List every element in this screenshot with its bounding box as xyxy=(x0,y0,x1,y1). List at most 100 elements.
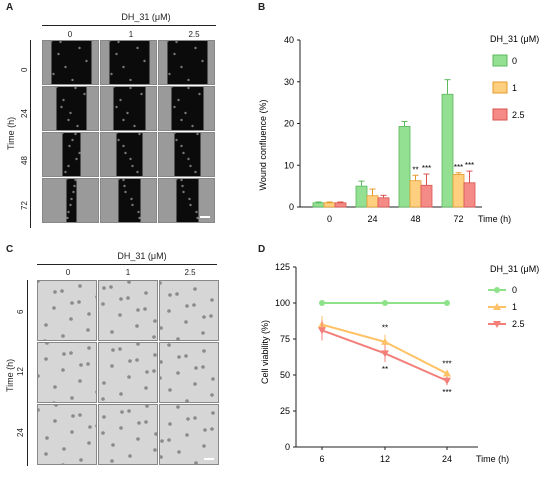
panel-b-bar xyxy=(312,202,325,208)
panel-b-bar xyxy=(377,197,390,208)
panel-d-ytick-label: 125 xyxy=(275,262,290,272)
panel-d-ytick-label: 25 xyxy=(280,406,290,416)
panel-c-letter: C xyxy=(6,244,14,255)
panel-b-ytick-label: 10 xyxy=(284,160,294,170)
panel-d-point xyxy=(443,369,451,377)
panel-a-col-1: 1 xyxy=(128,30,134,39)
panel-a-col-2: 2.5 xyxy=(188,30,200,39)
panel-a-side-label: Time (h) xyxy=(6,116,16,150)
panel-d-point xyxy=(444,300,450,306)
panel-c-image-r1-c0 xyxy=(37,342,97,403)
panel-d-legend-title: DH_31 (μM) xyxy=(490,264,539,274)
panel-a-image-r2-c1 xyxy=(100,132,157,177)
panel-d-significance: *** xyxy=(442,388,451,397)
panel-c-row-24: 24 xyxy=(16,428,25,437)
panel-a-row-48: 48 xyxy=(20,156,29,165)
panel-d-ytick-label: 100 xyxy=(275,298,290,308)
panel-b-letter: B xyxy=(258,2,266,13)
panel-b-bar xyxy=(452,174,465,208)
panel-b-xtick-label: 72 xyxy=(453,214,463,224)
panel-a-col-0: 0 xyxy=(67,30,73,39)
panel-d-legend-0: 0 xyxy=(512,285,517,295)
panel-b-xtick-label: 24 xyxy=(367,214,377,224)
panel-d-point xyxy=(318,327,326,335)
panel-d-point xyxy=(381,337,389,345)
panel-c-scale-bar xyxy=(204,458,214,460)
panel-a-header-rule xyxy=(42,25,216,26)
panel-a-image-r1-c0 xyxy=(42,86,99,131)
panel-c-header: DH_31 (μM) xyxy=(117,251,167,261)
panel-a-image-r1-c1 xyxy=(100,86,157,131)
panel-d-ytick-label: 0 xyxy=(285,442,290,452)
panel-d-xtick-label: 6 xyxy=(319,454,324,464)
panel-b-bar xyxy=(398,126,411,208)
panel-d-point xyxy=(443,377,451,385)
panel-b-significance: ** xyxy=(412,165,418,174)
panel-b-significance: *** xyxy=(465,161,474,170)
panel-a-image-r2-c2 xyxy=(158,132,215,177)
panel-d-point xyxy=(382,300,388,306)
panel-d-point xyxy=(319,300,325,306)
panel-b-legend-2: 2.5 xyxy=(512,110,525,120)
panel-a-image-r2-c0 xyxy=(42,132,99,177)
panel-b-xtick-label: 0 xyxy=(327,214,332,224)
panel-c-side-label: Time (h) xyxy=(5,358,15,392)
panel-c-image-r2-c2 xyxy=(159,404,219,465)
panel-b-bar xyxy=(420,184,433,208)
panel-d-legend-marker-2 xyxy=(493,321,501,328)
panel-d-legend-marker-1 xyxy=(493,303,501,310)
panel-a-image-r3-c0 xyxy=(42,178,99,223)
panel-a-side-rule xyxy=(30,40,31,228)
panel-d-xlabel: Time (h) xyxy=(476,454,509,464)
panel-c-image-r0-c2 xyxy=(159,280,219,341)
panel-d-letter: D xyxy=(258,244,266,255)
panel-c-col-2: 2.5 xyxy=(184,268,196,277)
panel-b-bar xyxy=(441,93,454,208)
panel-d-xtick-label: 12 xyxy=(380,454,390,464)
panel-a-row-24: 24 xyxy=(20,109,29,118)
panel-d-significance: ** xyxy=(382,365,388,374)
panel-c-header-rule xyxy=(37,264,217,265)
panel-a-row-72: 72 xyxy=(20,201,29,210)
panel-b-legend-1: 1 xyxy=(512,83,517,93)
panel-c-side-rule xyxy=(27,280,28,466)
panel-a-image-r3-c2 xyxy=(158,178,215,223)
panel-d-ylabel: Cell viability (%) xyxy=(260,320,270,384)
panel-d-ytick-label: 75 xyxy=(280,334,290,344)
panel-a-letter: A xyxy=(6,2,14,13)
panel-a-scale-bar xyxy=(200,216,210,218)
panel-b-bar xyxy=(366,195,379,208)
panel-b-legend-swatch-2 xyxy=(492,108,508,121)
panel-a-header: DH_31 (μM) xyxy=(121,12,171,22)
panel-c-image-r1-c2 xyxy=(159,342,219,403)
panel-c-image-r2-c0 xyxy=(37,404,97,465)
panel-a-image-r0-c1 xyxy=(100,40,157,85)
panel-a-row-0: 0 xyxy=(20,67,29,72)
panel-b-bar xyxy=(409,180,422,208)
panel-c-col-1: 1 xyxy=(125,268,131,277)
panel-b-bar xyxy=(334,202,347,208)
panel-a-image-r0-c2 xyxy=(158,40,215,85)
panel-b-significance: *** xyxy=(454,163,463,172)
panel-b-legend-swatch-0 xyxy=(492,54,508,67)
panel-b-bar xyxy=(463,182,476,208)
panel-b-ytick-label: 0 xyxy=(289,202,294,212)
panel-a-image-r0-c0 xyxy=(42,40,99,85)
panel-b-significance: *** xyxy=(422,164,431,173)
panel-b-ytick-label: 30 xyxy=(284,77,294,87)
panel-b-ylabel: Wound confluence (%) xyxy=(258,100,268,191)
panel-c-row-6: 6 xyxy=(16,309,25,314)
panel-b-legend-title: DH_31 (μM) xyxy=(490,34,539,44)
panel-c-image-r0-c0 xyxy=(37,280,97,341)
panel-d-xtick-label: 24 xyxy=(442,454,452,464)
panel-d-significance: ** xyxy=(382,324,388,333)
panel-d-legend-2: 2.5 xyxy=(512,319,525,329)
panel-c-image-r2-c1 xyxy=(98,404,158,465)
panel-c-col-0: 0 xyxy=(65,268,71,277)
panel-a-image-r1-c2 xyxy=(158,86,215,131)
panel-b-legend-swatch-1 xyxy=(492,81,508,94)
panel-b-xtick-label: 48 xyxy=(410,214,420,224)
panel-c-row-12: 12 xyxy=(16,367,25,376)
panel-b-xlabel: Time (h) xyxy=(478,214,511,224)
